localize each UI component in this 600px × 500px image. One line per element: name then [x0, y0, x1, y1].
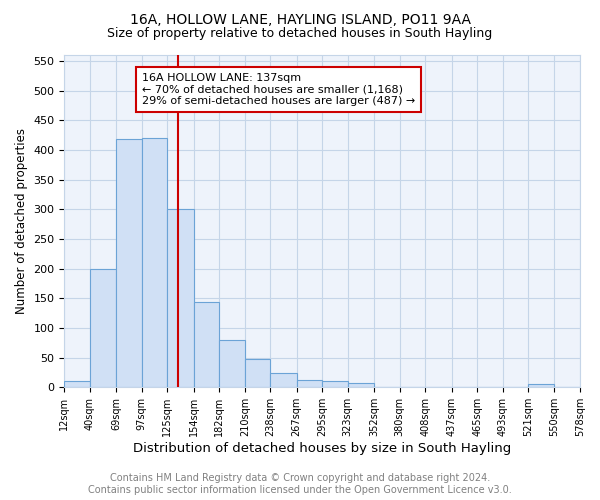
- Bar: [90, 268, 116, 388]
- Bar: [322, 382, 348, 388]
- Bar: [167, 210, 194, 388]
- Y-axis label: Number of detached properties: Number of detached properties: [15, 128, 28, 314]
- Bar: [219, 340, 245, 388]
- Bar: [194, 302, 219, 388]
- Text: Contains HM Land Registry data © Crown copyright and database right 2024.
Contai: Contains HM Land Registry data © Crown c…: [88, 474, 512, 495]
- Text: Size of property relative to detached houses in South Hayling: Size of property relative to detached ho…: [107, 28, 493, 40]
- Bar: [528, 384, 554, 388]
- Bar: [270, 372, 296, 388]
- Bar: [296, 380, 322, 388]
- Bar: [116, 140, 142, 388]
- Bar: [142, 138, 167, 388]
- X-axis label: Distribution of detached houses by size in South Hayling: Distribution of detached houses by size …: [133, 442, 511, 455]
- Bar: [64, 382, 90, 388]
- Bar: [245, 359, 270, 388]
- Text: 16A, HOLLOW LANE, HAYLING ISLAND, PO11 9AA: 16A, HOLLOW LANE, HAYLING ISLAND, PO11 9…: [130, 12, 470, 26]
- Text: 16A HOLLOW LANE: 137sqm
← 70% of detached houses are smaller (1,168)
29% of semi: 16A HOLLOW LANE: 137sqm ← 70% of detache…: [142, 73, 415, 106]
- Bar: [348, 382, 374, 388]
